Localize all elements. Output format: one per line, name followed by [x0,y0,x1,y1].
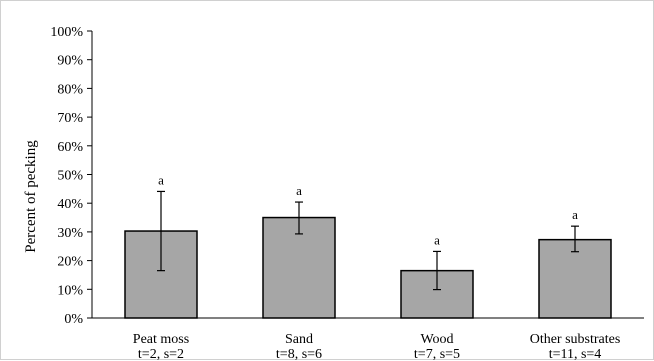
y-tick-label: 60% [57,140,83,155]
y-tick-label: 0% [64,312,83,327]
y-tick-label: 50% [57,169,83,184]
significance-letter: a [158,172,164,187]
bar [124,230,198,319]
category-sublabel: t=7, s=5 [414,347,460,361]
y-tick-label: 80% [57,82,83,97]
y-tick-label: 100% [50,25,83,40]
significance-letter: a [296,183,302,198]
significance-letter: a [572,207,578,222]
y-tick-label: 20% [57,255,83,270]
y-tick-label: 90% [57,54,83,69]
category-sublabel: t=2, s=2 [138,347,184,361]
significance-letter: a [434,232,440,247]
category-label: Sand [285,332,313,347]
category-sublabel: t=11, s=4 [549,347,602,361]
category-sublabel: t=8, s=6 [276,347,322,361]
y-axis-label: Percent of pecking [23,140,39,253]
bars-group: a a a a [124,172,612,319]
y-tick-label: 70% [57,111,83,126]
category-label: Other substrates [530,332,621,347]
y-tick-label: 10% [57,283,83,298]
y-axis-ticks: 0% 10% 20% 30% 40% 50% 60% 70% 80% 90% 100% [50,25,92,327]
y-tick-label: 40% [57,197,83,212]
y-tick-label: 30% [57,226,83,241]
category-label: Wood [420,332,453,347]
category-label: Peat moss [133,332,189,347]
